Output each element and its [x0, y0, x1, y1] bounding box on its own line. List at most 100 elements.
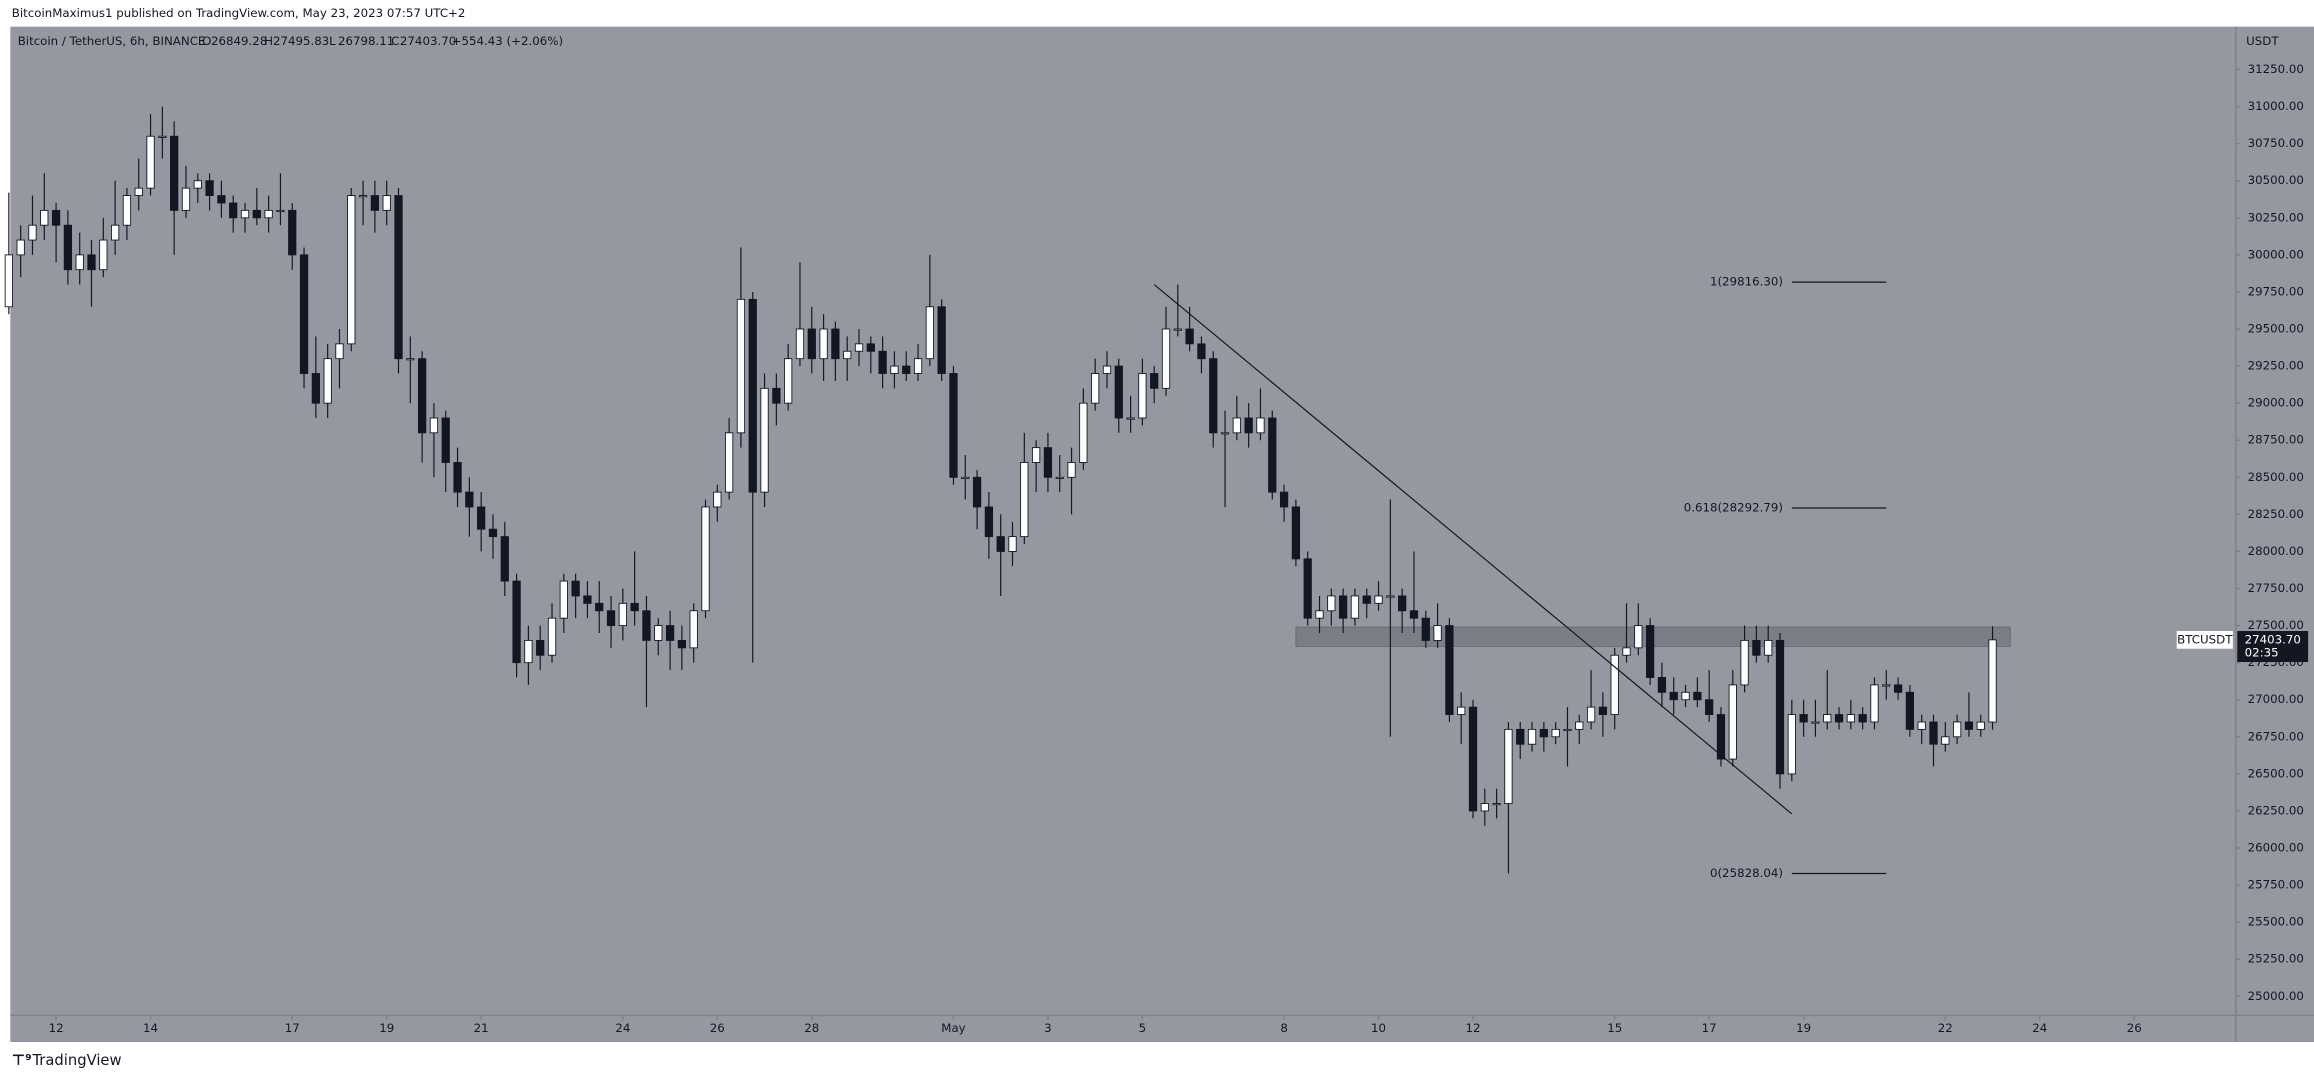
fib-label: 1(29816.30) [1710, 275, 1783, 289]
x-tick-label: 28 [804, 1021, 819, 1035]
candle-body [536, 639, 545, 656]
candle-body [1893, 684, 1903, 693]
candle-body [843, 350, 852, 360]
x-tick-label: 24 [615, 1021, 630, 1035]
candle-body [1150, 373, 1159, 389]
legend-value: 26849.28 [211, 34, 267, 48]
fib-label: 0(25828.04) [1710, 866, 1783, 880]
candle-body [1693, 691, 1702, 701]
candle-body [736, 298, 746, 434]
candle-body [1752, 639, 1761, 656]
legend-value: 27403.70 [400, 34, 456, 48]
candle-body [146, 135, 155, 189]
x-tick-label: 3 [1044, 1021, 1052, 1035]
candle-body [347, 195, 356, 345]
y-tick-label: 25500.00 [2248, 915, 2304, 929]
legend-value: 26798.11 [338, 34, 394, 48]
legend-key: L [329, 34, 336, 48]
candle-body [1964, 721, 1974, 730]
countdown: 02:35 [2245, 646, 2279, 660]
candle-body [1480, 803, 1489, 812]
candle-body [1031, 447, 1041, 463]
candle-body [181, 187, 191, 211]
candle-body [1858, 714, 1867, 723]
candle-body [1220, 432, 1230, 435]
y-tick-label: 28250.00 [2248, 507, 2304, 521]
candle-body [1492, 803, 1501, 806]
y-tick-label: 29750.00 [2248, 284, 2304, 298]
x-tick-label: 26 [710, 1021, 725, 1035]
legend-key: O [202, 34, 211, 48]
candle-body [701, 506, 710, 612]
y-tick-label: 30500.00 [2248, 173, 2304, 187]
candle-body [1882, 684, 1891, 687]
candle-body [972, 476, 982, 508]
candle-body [87, 254, 96, 271]
legend-value: 27495.83 [273, 34, 329, 48]
y-tick-label: 29250.00 [2248, 359, 2304, 373]
candle-body [465, 491, 474, 508]
candle-body [1008, 536, 1017, 552]
candle-body [205, 180, 214, 196]
candle-body [878, 350, 887, 374]
candle-body [937, 306, 946, 374]
candle-body [1433, 625, 1442, 641]
candle-body [193, 180, 202, 189]
x-tick-label: 22 [1938, 1021, 1953, 1035]
brand-logo: ⊤⁹ [12, 1052, 32, 1069]
candle-body [1173, 328, 1182, 331]
y-tick-label: 25750.00 [2248, 878, 2304, 892]
candle-body [913, 358, 923, 374]
candle-body [571, 580, 580, 597]
x-tick-label: 24 [2032, 1021, 2047, 1035]
x-tick-label: 8 [1280, 1021, 1288, 1035]
candle-body [1291, 506, 1301, 560]
candle-body [75, 254, 84, 271]
candle-body [866, 343, 875, 352]
candle-body [1657, 677, 1667, 693]
candle-body [1787, 714, 1796, 775]
chart-background [10, 26, 2314, 1042]
candle-body [1421, 617, 1430, 641]
candle-body [1551, 728, 1560, 738]
candle-body [441, 417, 450, 463]
candle-body [1527, 728, 1537, 745]
candle-body [134, 187, 143, 196]
candle-body [1823, 714, 1832, 723]
candle-body [16, 239, 25, 256]
candle-body [1563, 728, 1572, 732]
candle-body [984, 506, 994, 538]
candle-body [299, 254, 309, 374]
candle-body [1799, 714, 1808, 723]
x-tick-label: 19 [379, 1021, 394, 1035]
x-tick-label: 19 [1796, 1021, 1811, 1035]
candle-body [122, 195, 132, 226]
candle-body [925, 306, 934, 360]
candle-body [51, 209, 61, 226]
candle-body [630, 602, 639, 612]
trendline [1153, 284, 1793, 815]
price-tag [2237, 631, 2309, 663]
symbol-title: Bitcoin / TetherUS, 6h, BINANCE [18, 34, 206, 48]
candle-body [1338, 595, 1348, 619]
candle-body [382, 195, 391, 211]
candle-body [819, 328, 828, 360]
candle-body [63, 224, 73, 271]
candle-body [1386, 595, 1395, 598]
candle-body [40, 209, 49, 226]
x-tick-label: 26 [2127, 1021, 2142, 1035]
candle-body [1409, 610, 1419, 619]
candle-body [1622, 647, 1631, 656]
candle-body [110, 224, 120, 241]
candle-body [772, 387, 781, 404]
candle-body [996, 536, 1005, 552]
x-tick-label: May [941, 1021, 965, 1035]
candle-body [429, 417, 439, 434]
candle-body [1941, 736, 1950, 745]
y-tick-label: 27750.00 [2248, 581, 2304, 595]
candle-body [1374, 595, 1383, 604]
candle-body [642, 610, 651, 641]
candle-body [1102, 365, 1112, 374]
candle-body [417, 358, 427, 434]
candle-body [500, 536, 509, 582]
